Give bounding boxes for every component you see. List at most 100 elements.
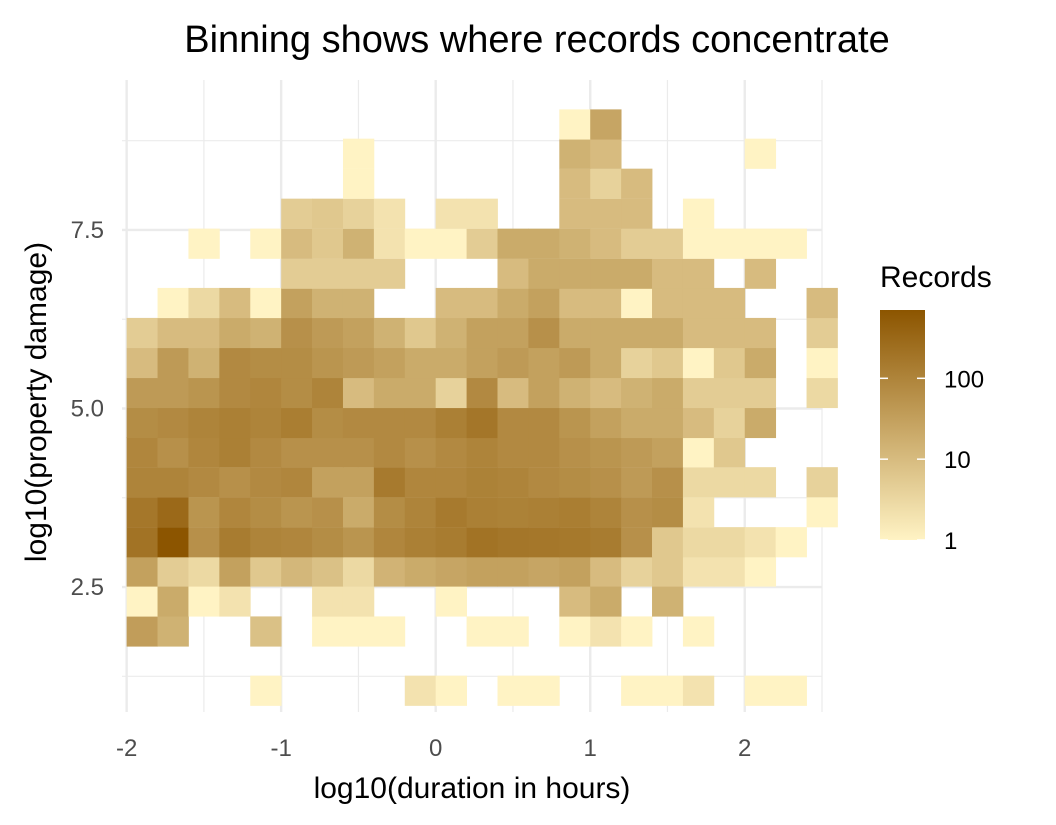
- heatmap-tile: [590, 467, 622, 498]
- heatmap-tile: [528, 317, 560, 349]
- heatmap-tile: [157, 287, 189, 319]
- heatmap-tile: [590, 109, 622, 140]
- heatmap-tile: [806, 497, 838, 528]
- heatmap-tile: [435, 228, 467, 259]
- heatmap-tile: [466, 287, 498, 319]
- heatmap-tile: [250, 228, 282, 259]
- heatmap-tile: [126, 467, 158, 498]
- heatmap-tile: [590, 347, 622, 379]
- heatmap-tile: [188, 317, 220, 349]
- heatmap-tile: [466, 347, 498, 379]
- heatmap-tile: [652, 407, 684, 439]
- heatmap-tile: [435, 437, 467, 468]
- heatmap-tile: [528, 407, 560, 439]
- heatmap-tile: [775, 675, 807, 706]
- heatmap-tile: [373, 317, 406, 349]
- heatmap-tile: [435, 467, 467, 498]
- heatmap-tile: [404, 556, 437, 587]
- heatmap-tile: [404, 347, 437, 379]
- heatmap-tile: [250, 317, 282, 349]
- heatmap-tile: [312, 347, 344, 379]
- heatmap-tile: [219, 497, 251, 528]
- heatmap-tile: [713, 527, 746, 558]
- heatmap-tile: [312, 616, 344, 647]
- heatmap-tile: [466, 317, 498, 349]
- heatmap-tile: [497, 467, 529, 498]
- heatmap-tiles: [126, 109, 838, 706]
- heatmap-tile: [652, 228, 684, 259]
- heatmap-tile: [528, 258, 560, 289]
- heatmap-tile: [590, 407, 622, 439]
- heatmap-tile: [652, 377, 684, 409]
- heatmap-tile: [312, 556, 344, 587]
- heatmap-tile: [219, 437, 251, 468]
- heatmap-tile: [497, 497, 529, 528]
- heatmap-tile: [342, 347, 375, 379]
- heatmap-tile: [466, 437, 498, 468]
- heatmap-tile: [188, 347, 220, 379]
- heatmap-tile: [342, 168, 375, 199]
- heatmap-tile: [621, 467, 653, 498]
- heatmap-tile: [250, 467, 282, 498]
- heatmap-tile: [342, 527, 375, 558]
- heatmap-tile: [373, 497, 406, 528]
- heatmap-tile: [219, 287, 251, 319]
- heatmap-tile: [713, 377, 746, 409]
- y-tick-label: 2.5: [71, 574, 104, 601]
- heatmap-tile: [559, 109, 591, 140]
- heatmap-tile: [342, 616, 375, 647]
- heatmap-tile: [435, 586, 467, 617]
- heatmap-tile: [188, 556, 220, 587]
- heatmap-tile: [682, 228, 715, 259]
- heatmap-tile: [404, 527, 437, 558]
- heatmap-tile: [528, 675, 560, 706]
- heatmap-tile: [373, 556, 406, 587]
- heatmap-tile: [590, 317, 622, 349]
- heatmap-tile: [281, 407, 313, 439]
- heatmap-tile: [744, 527, 777, 558]
- heatmap-tile: [466, 497, 498, 528]
- heatmap-tile: [373, 258, 406, 289]
- heatmap-tile: [435, 407, 467, 439]
- heatmap-tile: [466, 377, 498, 409]
- y-axis-title: log10(property damage): [20, 242, 53, 562]
- heatmap-tile: [682, 377, 715, 409]
- legend: Records 100 10 1: [880, 261, 992, 555]
- heatmap-tile: [744, 407, 777, 439]
- heatmap-tile: [312, 467, 344, 498]
- heatmap-tile: [713, 437, 746, 468]
- heatmap-tile: [559, 317, 591, 349]
- heatmap-tile: [621, 556, 653, 587]
- heatmap-tile: [157, 467, 189, 498]
- heatmap-tile: [559, 168, 591, 199]
- heatmap-tile: [126, 407, 158, 439]
- heatmap-tile: [466, 228, 498, 259]
- heatmap-tile: [157, 556, 189, 587]
- heatmap-tile: [188, 467, 220, 498]
- heatmap-tile: [342, 258, 375, 289]
- heatmap-tile: [312, 407, 344, 439]
- heatmap-tile: [157, 347, 189, 379]
- heatmap-tile: [806, 467, 838, 498]
- heatmap-tile: [373, 228, 406, 259]
- heatmap-tile: [590, 527, 622, 558]
- heatmap-tile: [312, 527, 344, 558]
- heatmap-tile: [806, 287, 838, 319]
- heatmap-tile: [559, 586, 591, 617]
- heatmap-tile: [342, 437, 375, 468]
- heatmap-tile: [497, 347, 529, 379]
- heatmap-tile: [219, 317, 251, 349]
- heatmap-tile: [250, 527, 282, 558]
- heatmap-tile: [559, 138, 591, 169]
- heatmap-tile: [682, 347, 715, 379]
- heatmap-tile: [713, 407, 746, 439]
- heatmap-tile: [497, 317, 529, 349]
- heatmap-tile: [559, 527, 591, 558]
- heatmap-tile: [621, 616, 653, 647]
- heatmap-tile: [219, 467, 251, 498]
- heatmap-tile: [713, 287, 746, 319]
- heatmap-tile: [559, 198, 591, 229]
- heatmap-tile: [497, 287, 529, 319]
- heatmap-tile: [188, 228, 220, 259]
- heatmap-tile: [312, 586, 344, 617]
